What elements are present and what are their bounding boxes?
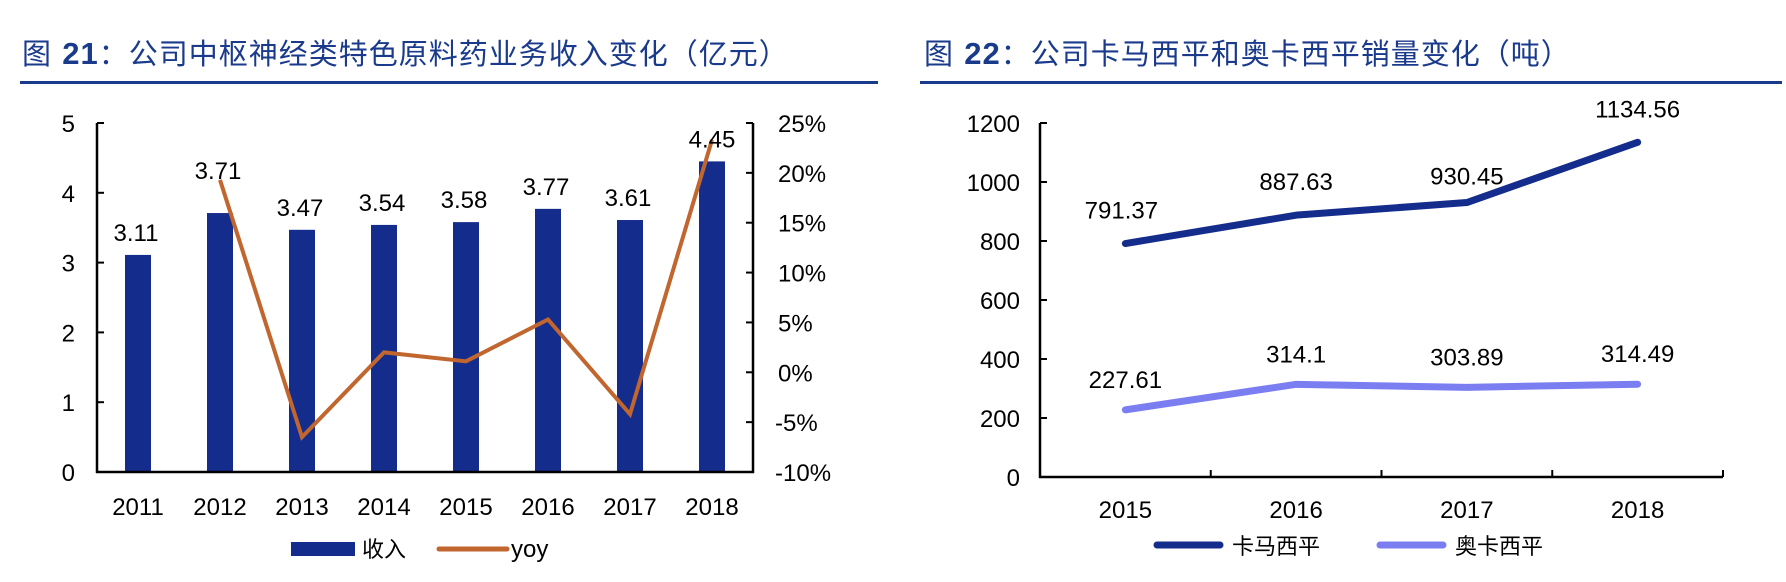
figure-21-title: 图 21：公司中枢神经类特色原料药业务收入变化（亿元） [22,32,789,76]
carbamazepine-data-label: 930.45 [1430,164,1503,191]
legend-carbamazepine-label: 卡马西平 [1232,535,1320,560]
revenue-data-label: 3.58 [441,187,488,214]
figure-21-title-text: ：公司中枢神经类特色原料药业务收入变化（亿元） [98,37,789,71]
revenue-data-label: 3.77 [523,174,570,201]
figure-21-title-number: 21 [62,36,99,71]
x-axis-tick-label: 2014 [357,494,410,521]
y-axis-tick-label: 4 [62,181,75,208]
x-axis-tick-label: 2018 [1611,497,1664,524]
figure-22-title-prefix: 图 [924,37,965,71]
y2-axis-tick-label: 15% [778,211,826,238]
y-axis-tick-label: 800 [980,229,1020,256]
oxcarbazepine-data-label: 303.89 [1430,344,1503,371]
y-axis-tick-label: 1200 [967,111,1020,138]
y-axis-tick-label: 600 [980,288,1020,315]
figure-21-title-underline [20,81,878,84]
revenue-bar [125,254,151,472]
y2-axis-tick-label: 10% [778,261,826,288]
revenue-data-label: 3.71 [195,158,242,185]
revenue-data-label: 3.61 [605,185,652,212]
revenue-bar [535,208,561,472]
chart-1-axes: 0 1 2 3 4 5 -10% -5% 0% 5% 10% 15% 20% 25% 2011 2012 201… [62,111,831,521]
y-axis-tick-label: 2 [62,320,75,347]
y2-axis-tick-label: 0% [778,360,813,387]
oxcarbazepine-data-label: 227.61 [1089,367,1162,394]
figure-22-title-number: 22 [964,36,1001,71]
legend-revenue-swatch [291,542,355,556]
revenue-bar [371,224,397,472]
chart-2-legend: 卡马西平 奥卡西平 [1153,535,1543,560]
revenue-bar [699,161,725,472]
y-axis-tick-label: 1 [62,390,75,417]
figure-21-title-prefix: 图 [22,37,63,71]
x-axis-tick-label: 2016 [1269,497,1322,524]
revenue-bar-line-chart: 0 1 2 3 4 5 -10% -5% 0% 5% 10% 15% 20% 25% 2011 2012 201… [62,111,831,563]
legend-oxcarbazepine-label: 奥卡西平 [1455,535,1543,560]
y2-axis-tick-label: 5% [778,310,813,337]
legend-yoy-label: yoy [511,536,548,563]
figure-22-title-text: ：公司卡马西平和奥卡西平销量变化（吨） [1000,37,1571,71]
y-axis-tick-label: 200 [980,406,1020,433]
chart-1-legend: 收入 yoy [291,536,548,563]
carbamazepine-data-label: 887.63 [1259,169,1332,196]
oxcarbazepine-data-label: 314.1 [1266,341,1326,368]
revenue-bar [617,220,643,472]
x-axis-tick-label: 2012 [193,494,246,521]
oxcarbazepine-line [1121,380,1642,414]
revenue-data-label: 4.45 [689,126,736,153]
legend-revenue-label: 收入 [362,538,406,563]
revenue-data-labels: 3.11 3.71 3.47 3.54 3.58 3.77 3.61 4.45 [114,126,736,247]
y-axis-tick-label: 5 [62,111,75,138]
x-axis-tick-label: 2013 [275,494,328,521]
revenue-data-label: 3.11 [114,220,159,247]
chart-2-axes: 0 200 400 600 800 1000 1200 2015 2016 2017 2018 [967,111,1724,524]
revenue-bar [207,213,233,473]
y-axis-tick-label: 0 [62,460,75,487]
y-axis-tick-label: 1000 [967,170,1020,197]
x-axis-tick-label: 2015 [439,494,492,521]
revenue-bar [453,222,479,472]
y-axis-tick-label: 0 [1007,465,1020,492]
carbamazepine-data-label: 791.37 [1085,198,1158,225]
x-axis-tick-label: 2018 [685,494,738,521]
carbamazepine-data-label: 1134.56 [1595,96,1680,123]
revenue-data-label: 3.47 [277,195,324,222]
y2-axis-tick-label: -5% [775,410,818,437]
x-axis-tick-label: 2011 [112,494,164,521]
sales-data-labels: 791.37 887.63 930.45 1134.56 227.61 314.1 303.… [1085,96,1680,394]
y2-axis-tick-label: 20% [778,161,826,188]
sales-lines [1121,138,1642,414]
oxcarbazepine-data-label: 314.49 [1601,341,1674,368]
x-axis-tick-label: 2017 [1440,497,1493,524]
figure-22-title-underline [920,81,1782,84]
y2-axis-tick-label: 25% [778,111,826,138]
y-axis-tick-label: 3 [62,251,75,278]
revenue-data-label: 3.54 [359,190,406,217]
x-axis-tick-label: 2016 [521,494,574,521]
x-axis-tick-label: 2017 [603,494,656,521]
yoy-line [218,139,714,441]
revenue-bars [125,161,725,473]
y2-axis-tick-label: -10% [775,460,831,487]
y-axis-tick-label: 400 [980,347,1020,374]
carbamazepine-line [1121,138,1642,248]
figure-22-title: 图 22：公司卡马西平和奥卡西平销量变化（吨） [924,32,1571,76]
x-axis-tick-label: 2015 [1099,497,1152,524]
yoy-polyline [218,139,714,441]
